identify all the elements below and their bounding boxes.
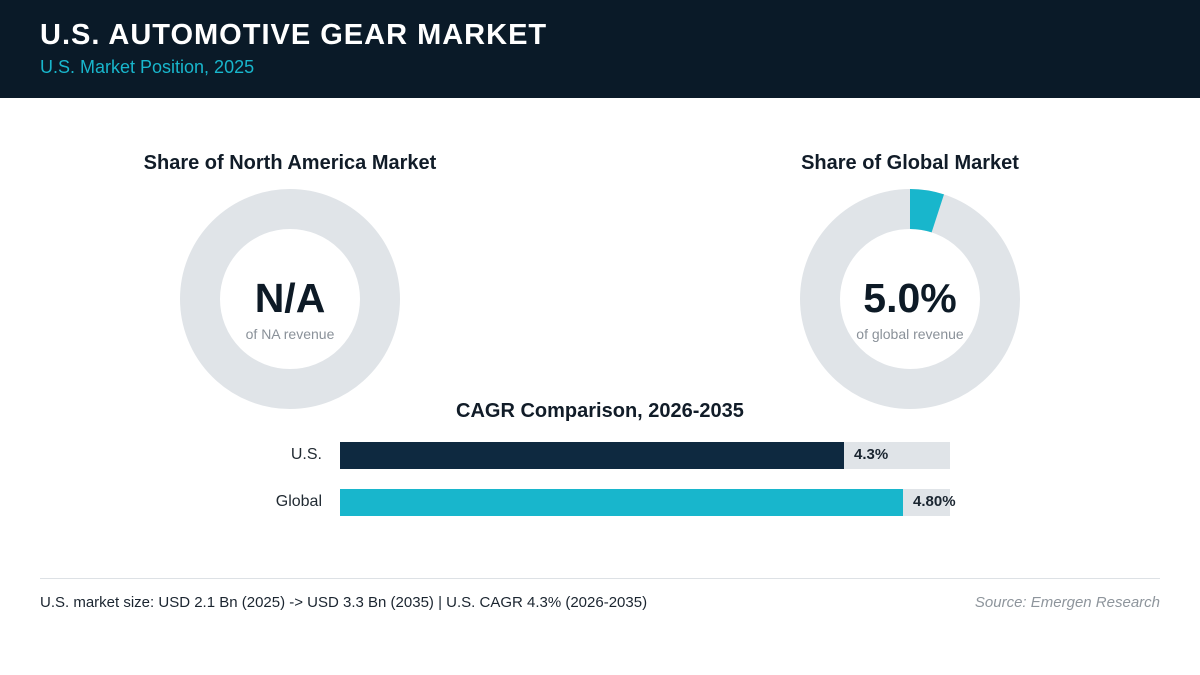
footer-source: Source: Emergen Research: [974, 594, 1160, 611]
global-share-donut: [800, 189, 1020, 409]
bar-global: [340, 489, 903, 516]
bar-track-global: 4.80%: [340, 489, 956, 516]
page-subtitle: U.S. Market Position, 2025: [40, 57, 255, 77]
global-share-title: Share of Global Market: [801, 152, 1019, 174]
header-banner: U.S. AUTOMOTIVE GEAR MARKET U.S. Market …: [0, 0, 1200, 98]
na-share-caption: of NA revenue: [245, 326, 335, 342]
na-donut-center: N/A of NA revenue: [180, 272, 400, 342]
bar-value-global: 4.80%: [913, 493, 956, 510]
global-donut-center: 5.0% of global revenue: [800, 272, 1020, 342]
footer-market-note: U.S. market size: USD 2.1 Bn (2025) -> U…: [40, 594, 648, 611]
na-share-value: N/A: [254, 275, 326, 321]
na-share-donut: [180, 189, 400, 409]
bar-track-us: 4.3%: [340, 442, 950, 469]
global-share-value: 5.0%: [863, 275, 957, 321]
na-donut-track: [180, 189, 400, 409]
page-title: U.S. AUTOMOTIVE GEAR MARKET: [40, 19, 548, 51]
global-share-caption: of global revenue: [856, 326, 964, 342]
footer-divider: [40, 578, 1160, 579]
bar-label-us: U.S.: [290, 446, 322, 463]
bar-label-global: Global: [275, 493, 322, 510]
cagr-chart-title: CAGR Comparison, 2026-2035: [456, 400, 744, 422]
na-share-title: Share of North America Market: [143, 152, 437, 174]
global-donut-slice: [909, 189, 944, 233]
bar-us: [340, 442, 844, 469]
bar-value-us: 4.3%: [854, 446, 889, 463]
